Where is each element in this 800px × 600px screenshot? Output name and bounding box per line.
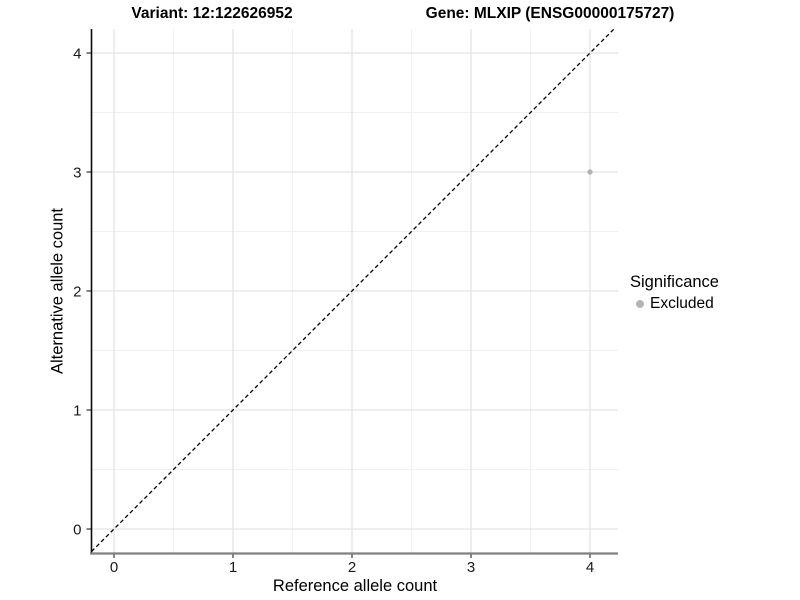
legend-entry-label: Excluded — [650, 295, 714, 312]
y-axis-tick-label: 3 — [73, 165, 81, 182]
x-axis-tick-label: 0 — [110, 559, 118, 576]
y-axis-tick-label: 1 — [73, 403, 81, 420]
y-axis-title: Alternative allele count — [48, 207, 67, 375]
y-axis-tick-label: 2 — [73, 284, 81, 301]
plot-title-gene: Gene: MLXIP (ENSG00000175727) — [425, 5, 675, 22]
x-axis-tick-label: 1 — [229, 559, 237, 576]
x-axis-title: Reference allele count — [272, 577, 438, 595]
x-axis-tick-label: 2 — [348, 559, 356, 576]
x-axis-tick-label: 4 — [586, 559, 594, 576]
legend-title: Significance — [630, 273, 719, 291]
legend-key-point-icon — [636, 300, 644, 308]
y-axis-tick-label: 4 — [73, 46, 81, 63]
legend-entry-excluded: Excluded — [636, 295, 719, 313]
x-axis-tick-label: 3 — [467, 559, 475, 576]
legend: Significance Excluded — [630, 273, 719, 313]
plot-title-variant: Variant: 12:122626952 — [131, 5, 293, 22]
identity-dashed-line — [91, 28, 615, 552]
y-axis-tick-label: 0 — [73, 522, 81, 539]
data-point — [587, 169, 593, 175]
